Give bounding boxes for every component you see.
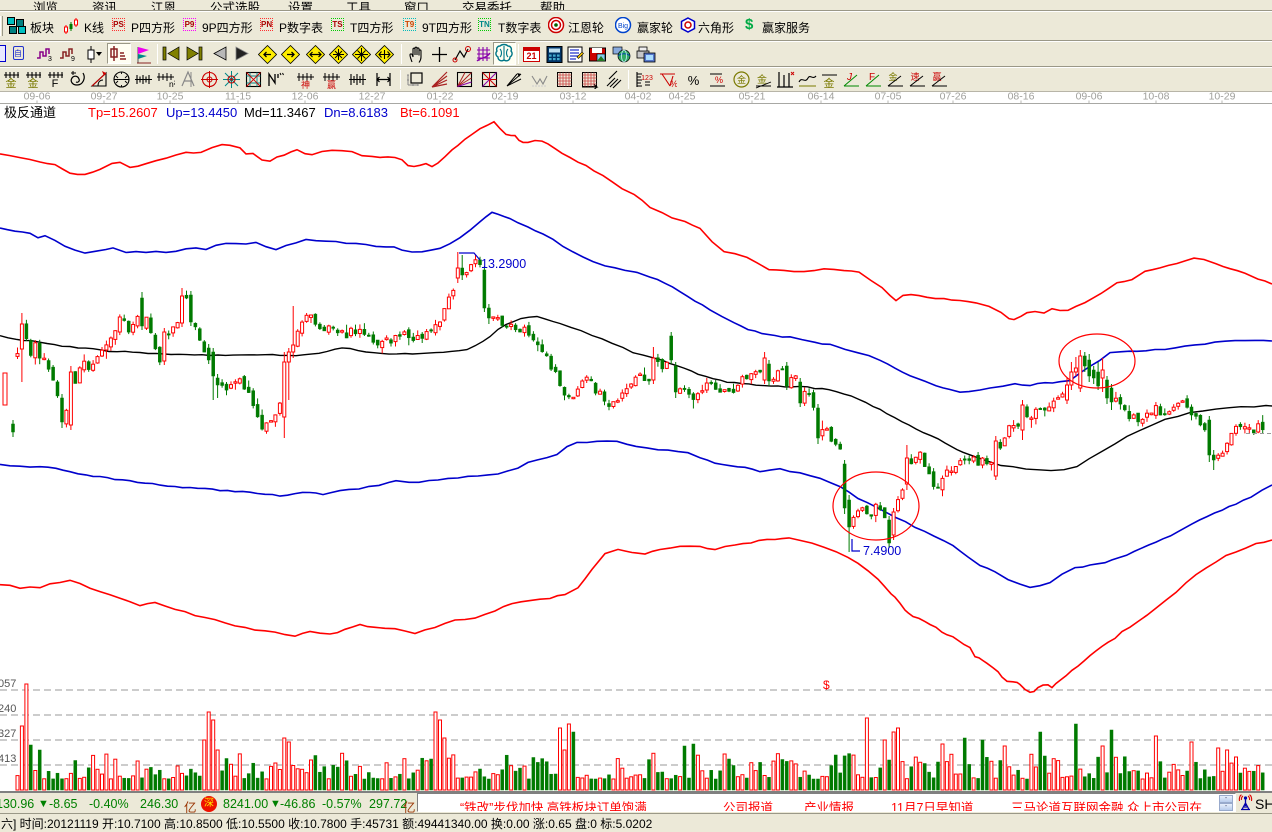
svg-text:11-15: 11-15 — [225, 91, 251, 103]
svg-text:F: F — [52, 78, 59, 89]
svg-text:327: 327 — [0, 728, 16, 740]
svg-text:413: 413 — [0, 753, 16, 765]
svg-text:F: F — [869, 72, 875, 83]
svg-text:金: 金 — [757, 73, 767, 86]
svg-text:123: 123 — [641, 75, 653, 82]
svg-text:Big: Big — [618, 23, 628, 30]
svg-text:金: 金 — [824, 76, 835, 89]
svg-text:%: % — [670, 79, 677, 89]
svg-text:12-06: 12-06 — [292, 91, 319, 103]
svg-text:赢: 赢 — [932, 71, 941, 82]
svg-text:金: 金 — [6, 76, 17, 89]
svg-text:057: 057 — [0, 678, 16, 690]
svg-text:04-02: 04-02 — [625, 91, 652, 103]
svg-text:09-06: 09-06 — [24, 91, 51, 103]
svg-text:%: % — [688, 73, 700, 88]
svg-text:赢: 赢 — [327, 79, 336, 89]
svg-text:10-25: 10-25 — [157, 91, 184, 103]
svg-text:06-14: 06-14 — [808, 91, 835, 103]
svg-text:09-27: 09-27 — [91, 91, 118, 103]
svg-text:极反通道: 极反通道 — [4, 105, 56, 120]
svg-text:10-29: 10-29 — [1209, 91, 1236, 103]
svg-text:240: 240 — [0, 703, 16, 715]
svg-text:01-22: 01-22 — [427, 91, 454, 103]
svg-text:%: % — [715, 75, 723, 85]
svg-text:速: 速 — [910, 72, 919, 82]
svg-text:02-19: 02-19 — [492, 91, 519, 103]
svg-text:9: 9 — [71, 56, 75, 63]
svg-text:金: 金 — [737, 74, 746, 85]
svg-text:04-25: 04-25 — [669, 91, 696, 103]
svg-text:12-27: 12-27 — [359, 91, 386, 103]
svg-text:Md=11.3467: Md=11.3467 — [244, 105, 316, 120]
svg-text:n²: n² — [169, 79, 175, 89]
svg-text:神: 神 — [301, 79, 310, 89]
svg-text:10-08: 10-08 — [1143, 91, 1170, 103]
svg-text:Up=13.4450: Up=13.4450 — [166, 105, 237, 120]
svg-text:03-12: 03-12 — [560, 91, 587, 103]
svg-text:金: 金 — [28, 76, 39, 89]
svg-text:08-16: 08-16 — [1008, 91, 1035, 103]
svg-text:金: 金 — [888, 71, 897, 82]
svg-text:Dn=8.6183: Dn=8.6183 — [324, 105, 388, 120]
svg-text:13.2900: 13.2900 — [481, 257, 526, 271]
svg-text:07-26: 07-26 — [940, 91, 967, 103]
svg-text:$: $ — [823, 678, 830, 692]
svg-text:7.4900: 7.4900 — [863, 544, 901, 558]
svg-text:J: J — [846, 72, 853, 83]
svg-text:07-05: 07-05 — [875, 91, 902, 103]
svg-text:05-21: 05-21 — [739, 91, 766, 103]
svg-text:3: 3 — [48, 56, 52, 63]
svg-text:09-06: 09-06 — [1076, 91, 1103, 103]
svg-text:Tp=15.2607: Tp=15.2607 — [88, 105, 158, 120]
svg-text:21: 21 — [526, 51, 536, 61]
svg-text:Bt=6.1091: Bt=6.1091 — [400, 105, 460, 120]
